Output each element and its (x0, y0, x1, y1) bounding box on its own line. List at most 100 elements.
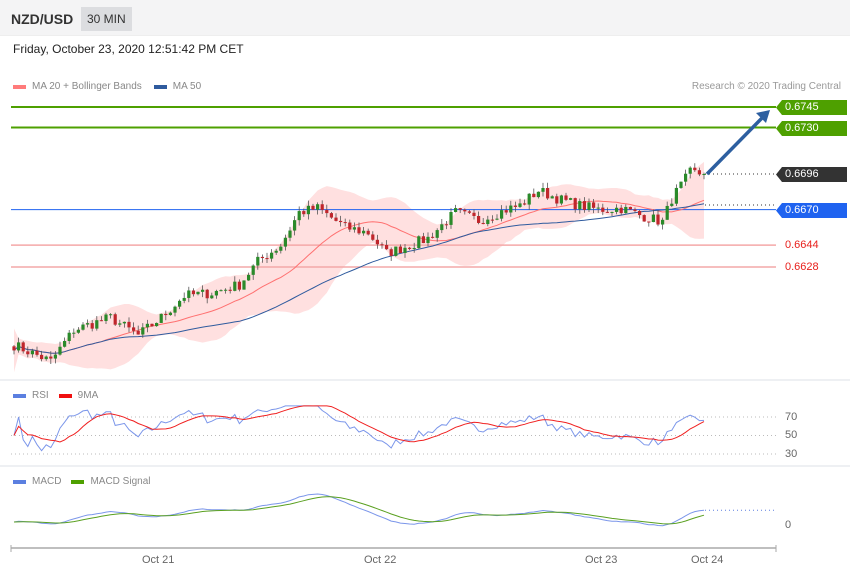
candle-body (380, 244, 384, 246)
candle-body (532, 193, 536, 198)
x-tick-oct22: Oct 22 (364, 554, 397, 566)
candle-body (651, 214, 655, 223)
candle-body (233, 281, 237, 291)
candle-body (536, 191, 540, 198)
x-tick-oct21: Oct 21 (142, 554, 175, 566)
candle-body (256, 256, 260, 266)
datetime-label: Friday, October 23, 2020 12:51:42 PM CET (13, 42, 244, 56)
candle-body (366, 230, 370, 235)
candle-body (546, 188, 550, 199)
candle-body (518, 203, 522, 207)
candle-body (628, 206, 632, 210)
rsi-tick-50: 50 (785, 429, 798, 441)
candle-body (490, 219, 494, 221)
candle-body (352, 227, 356, 230)
candle-body (513, 205, 517, 207)
candle-body (385, 244, 389, 250)
candle-body (398, 246, 402, 254)
candle-body (527, 193, 531, 205)
candle-body (136, 330, 140, 335)
candle-body (201, 289, 205, 292)
candle-body (21, 342, 25, 352)
candle-body (228, 289, 232, 291)
candle-body (500, 210, 504, 219)
candle-body (274, 250, 278, 253)
candle-body (86, 323, 90, 325)
rsi-line (13, 405, 705, 452)
candle-body (394, 246, 398, 256)
candle-body (109, 314, 113, 316)
candle-body (426, 236, 430, 244)
header-bar: NZD/USD 30 MIN (0, 0, 850, 36)
arrow-head-icon (756, 110, 770, 123)
candle-body (702, 174, 706, 176)
candle-body (104, 314, 108, 322)
candle-body (329, 213, 333, 218)
candle-body (357, 227, 361, 234)
candle-body (375, 239, 379, 245)
rsi-legend: RSI 9MA (13, 390, 98, 401)
candle-body (132, 327, 136, 331)
candle-body (288, 230, 292, 238)
legend-swatch-macd (13, 479, 26, 484)
candle-body (642, 215, 646, 222)
candle-body (596, 207, 600, 209)
candle-body (679, 181, 683, 188)
candle-body (412, 248, 416, 250)
candle-body (182, 297, 186, 301)
legend-9ma: 9MA (77, 390, 99, 401)
copyright: Research © 2020 Trading Central (691, 81, 841, 92)
x-tick-oct24: Oct 24 (691, 554, 724, 566)
candle-body (95, 320, 99, 329)
candle-body (633, 209, 637, 211)
timeframe-button[interactable]: 30 MIN (81, 7, 132, 31)
candle-body (219, 290, 223, 292)
candle-body (58, 346, 62, 355)
rsi-tick-70: 70 (785, 411, 798, 423)
macd-line (13, 493, 705, 527)
candle-body (26, 351, 30, 355)
candle-body (270, 252, 274, 259)
candle-body (454, 208, 458, 213)
macd-legend: MACD MACD Signal (13, 476, 150, 487)
candle-body (592, 202, 596, 208)
legend-swatch-ma50 (153, 84, 167, 89)
candle-body (587, 202, 591, 210)
candle-body (247, 274, 251, 281)
support-1-label: 0.6644 (785, 239, 819, 251)
ma50-line (13, 203, 705, 354)
projection-arrow (705, 114, 766, 176)
candle-body (601, 207, 605, 212)
candle-body (40, 354, 44, 360)
candle-body (638, 210, 642, 216)
legend-swatch-macd-signal (71, 479, 85, 484)
candle-body (224, 289, 228, 291)
candle-body (113, 314, 117, 325)
candle-body (159, 313, 163, 323)
candle-body (504, 210, 508, 213)
panel-divider (0, 379, 850, 381)
candle-body (582, 201, 586, 210)
candle-body (578, 201, 582, 210)
legend-ma20: MA 20 + Bollinger Bands (32, 81, 142, 92)
candle-body (444, 224, 448, 226)
candle-body (472, 212, 476, 217)
candle-body (467, 211, 471, 213)
macd-signal-line (13, 496, 705, 525)
candle-body (688, 167, 692, 174)
candle-body (431, 236, 435, 238)
candle-body (35, 350, 39, 355)
candle-body (403, 247, 407, 254)
candle-body (150, 323, 154, 327)
main-legend: MA 20 + Bollinger Bands MA 50 (13, 81, 201, 92)
candle-body (63, 340, 67, 347)
candle-body (573, 198, 577, 210)
candle-body (693, 167, 697, 171)
candle-body (362, 230, 366, 234)
candle-body (610, 211, 614, 213)
resistance-1-tag: 0.6730 (776, 121, 847, 136)
candle-body (343, 222, 347, 224)
candle-body (30, 350, 34, 355)
candle-body (316, 204, 320, 210)
